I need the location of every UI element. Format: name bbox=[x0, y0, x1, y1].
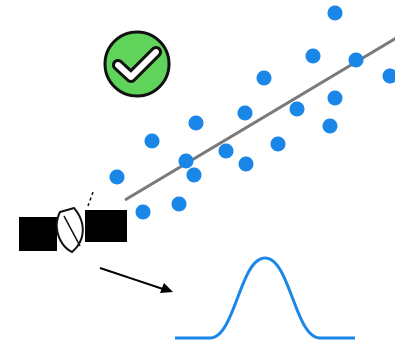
leaf bbox=[55, 206, 84, 254]
block bbox=[85, 210, 127, 242]
dot bbox=[256, 70, 272, 86]
dot bbox=[218, 143, 234, 159]
arrow-head bbox=[160, 283, 173, 293]
leaf-vein bbox=[63, 215, 81, 247]
dot bbox=[237, 105, 253, 121]
dot bbox=[238, 156, 254, 172]
dot bbox=[305, 48, 321, 64]
dot bbox=[144, 133, 160, 149]
dot bbox=[289, 101, 305, 117]
dot bbox=[135, 204, 151, 220]
dot bbox=[322, 118, 338, 134]
dot bbox=[109, 169, 125, 185]
dot bbox=[327, 90, 343, 106]
check-badge bbox=[103, 30, 171, 98]
check-mark bbox=[115, 49, 159, 80]
block bbox=[19, 217, 57, 251]
dot bbox=[348, 52, 364, 68]
scatter-dots bbox=[109, 5, 395, 220]
dot bbox=[270, 136, 286, 152]
dot bbox=[178, 153, 194, 169]
arrow-shaft bbox=[99, 267, 167, 291]
dot bbox=[382, 68, 395, 84]
bell-curve bbox=[175, 256, 355, 340]
arrow bbox=[99, 267, 173, 293]
dot bbox=[327, 5, 343, 21]
dot bbox=[186, 167, 202, 183]
stem bbox=[87, 191, 94, 207]
redacted-icon bbox=[19, 191, 127, 254]
dot bbox=[188, 115, 204, 131]
dot bbox=[171, 196, 187, 212]
